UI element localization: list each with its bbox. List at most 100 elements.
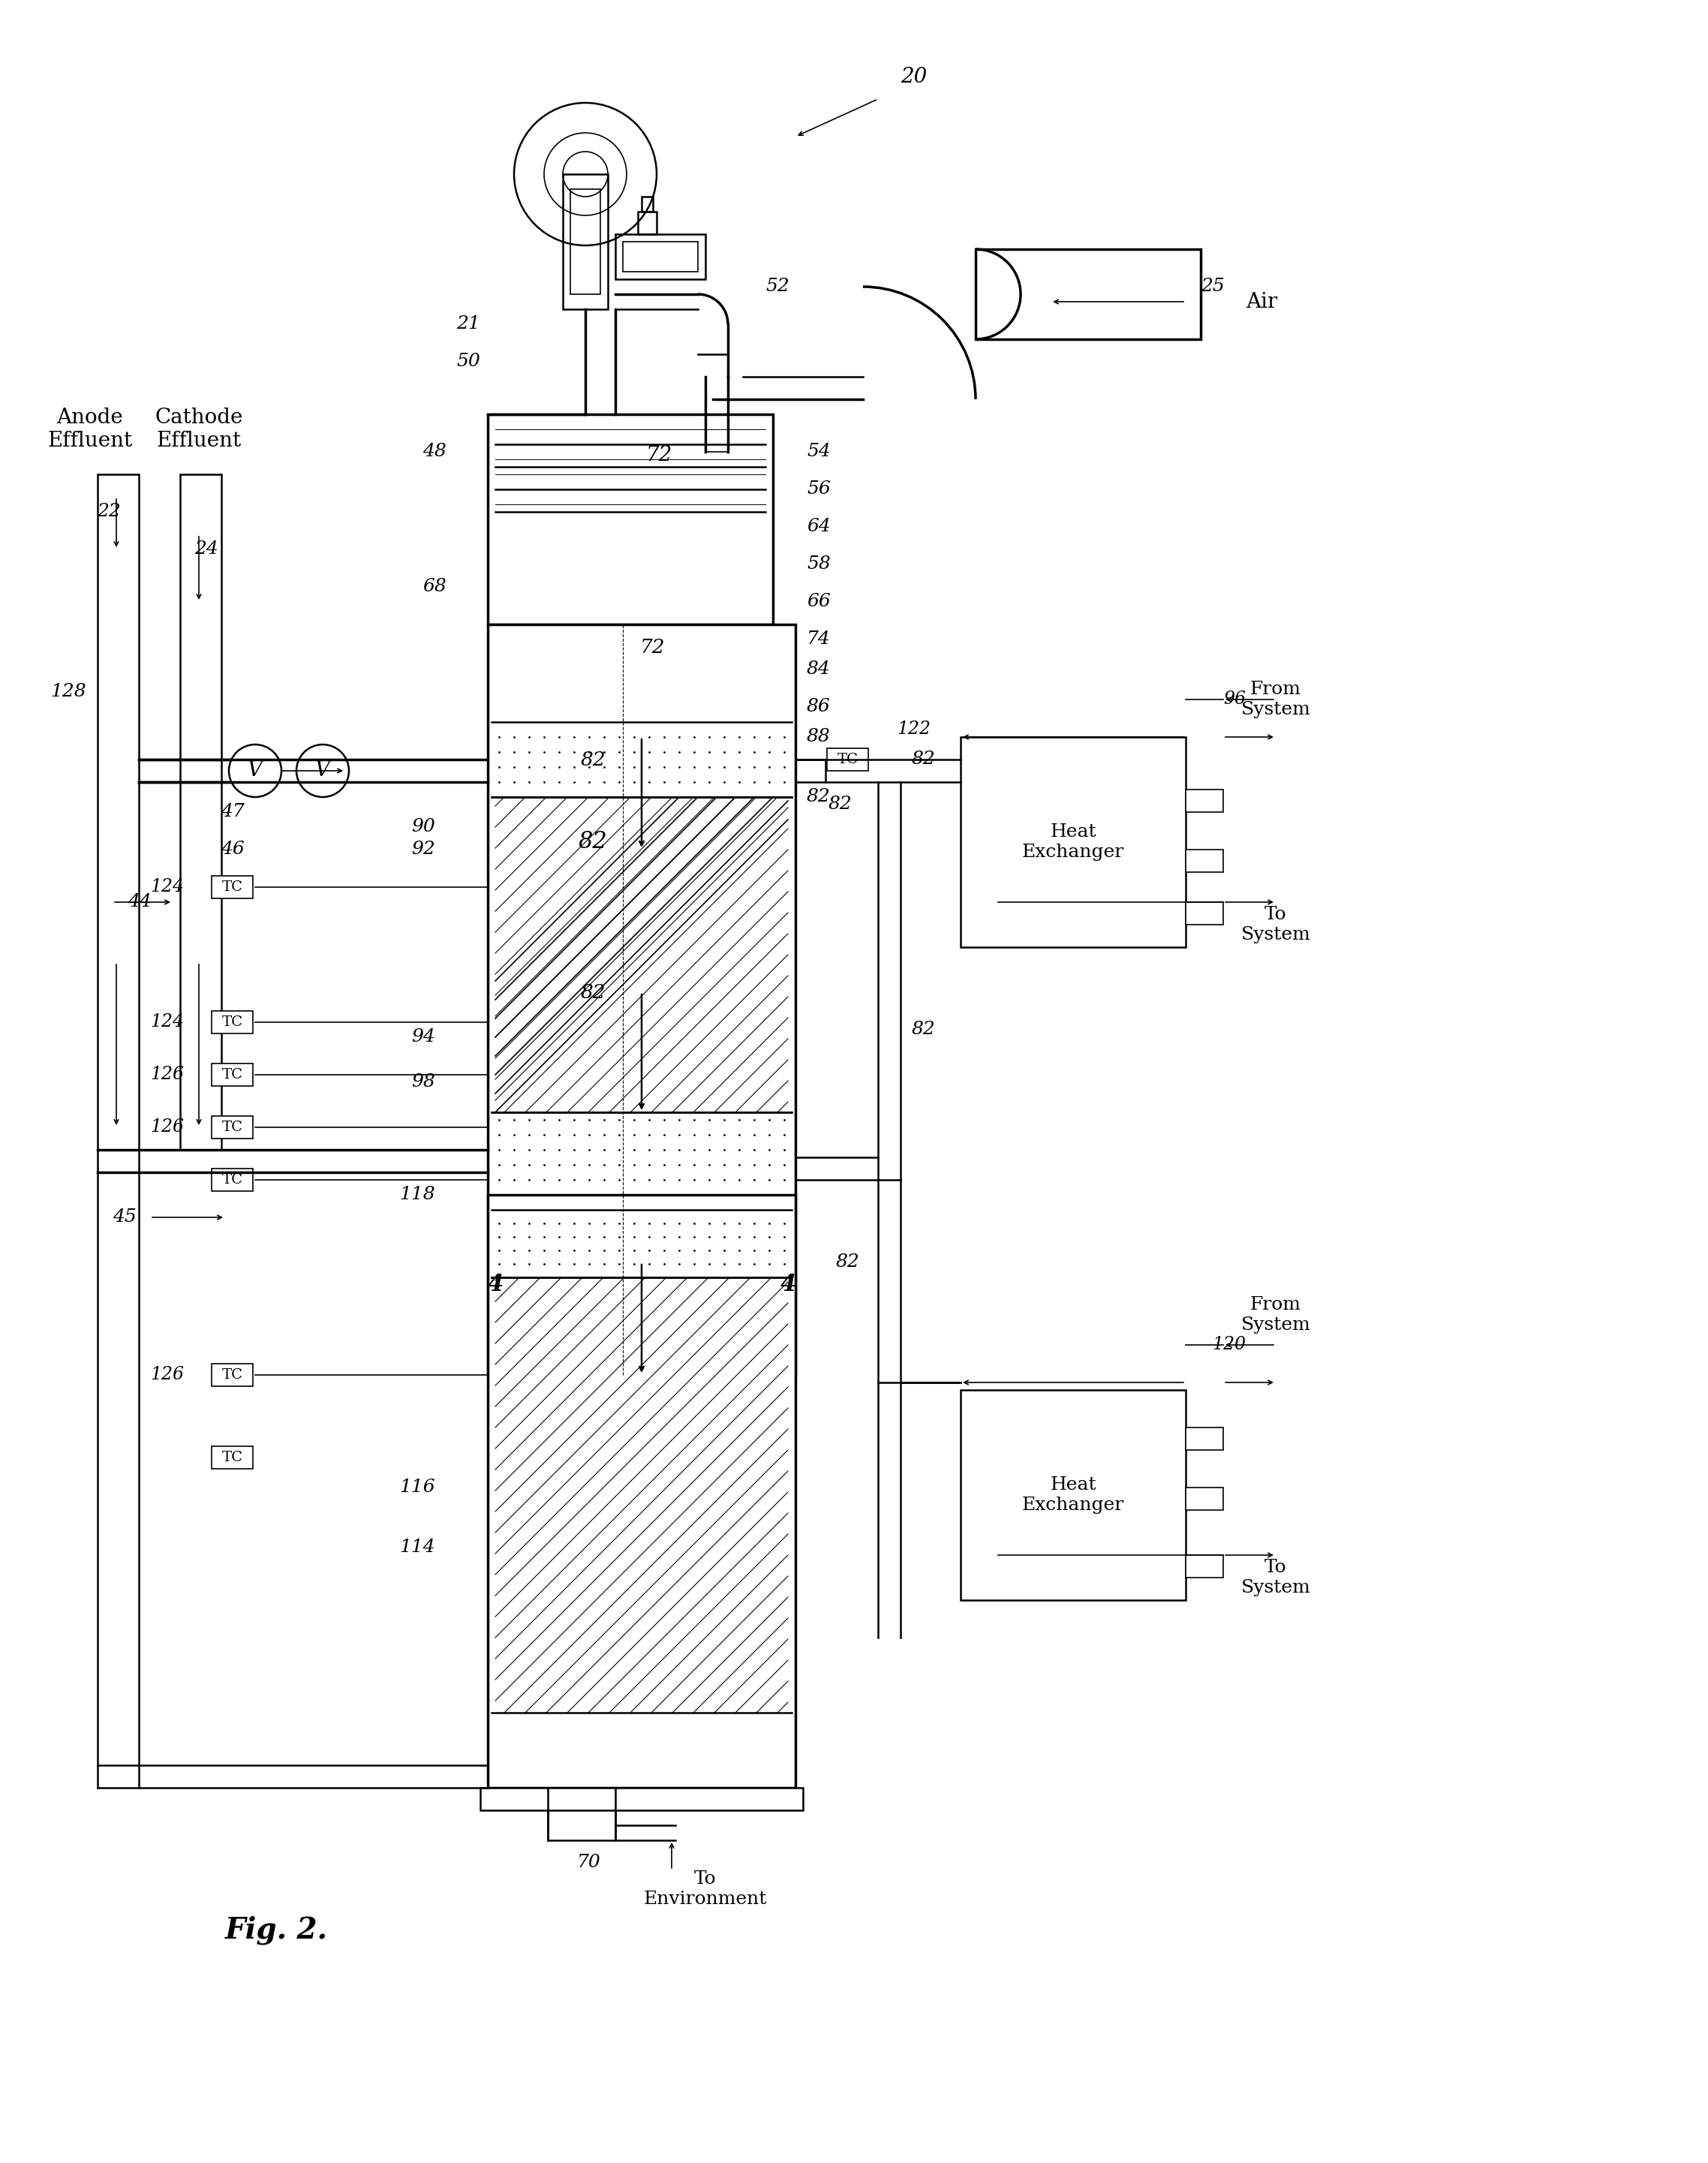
Text: 88: 88 — [806, 729, 830, 746]
Text: 82: 82 — [912, 751, 936, 768]
Bar — [179, 474, 222, 1151]
Text: 124: 124 — [150, 1014, 184, 1032]
Text: 82: 82 — [828, 796, 852, 813]
Text: TC: TC — [222, 1120, 243, 1133]
Text: Cathode
Effluent: Cathode Effluent — [155, 407, 243, 452]
Bar — [564, 173, 608, 309]
Text: 4: 4 — [781, 1274, 796, 1296]
Text: 92: 92 — [412, 841, 436, 859]
Bar — [212, 1064, 253, 1086]
Bar — [1185, 1428, 1223, 1449]
Text: 128: 128 — [51, 684, 87, 701]
Bar — [212, 876, 253, 898]
Bar — [960, 1391, 1185, 1601]
Text: Heat
Exchanger: Heat Exchanger — [1021, 824, 1124, 861]
Text: TC: TC — [222, 880, 243, 893]
Bar — [212, 1010, 253, 1034]
Text: To
System: To System — [1242, 1560, 1310, 1596]
Text: 84: 84 — [806, 662, 830, 677]
Text: 96: 96 — [1223, 690, 1245, 707]
Text: V: V — [316, 761, 330, 781]
Bar — [97, 474, 138, 1151]
Text: 45: 45 — [113, 1209, 137, 1226]
Text: 22: 22 — [97, 504, 121, 521]
Text: 47: 47 — [220, 802, 244, 820]
Text: 20: 20 — [900, 67, 927, 87]
Text: V: V — [248, 761, 263, 781]
Text: 98: 98 — [412, 1073, 436, 1090]
Text: 74: 74 — [806, 632, 830, 649]
Text: 64: 64 — [806, 519, 830, 536]
Text: To
System: To System — [1242, 906, 1310, 943]
Bar — [623, 242, 699, 273]
Text: TC: TC — [222, 1014, 243, 1030]
Text: 82: 82 — [837, 1255, 859, 1272]
Bar — [642, 197, 652, 212]
Text: Heat
Exchanger: Heat Exchanger — [1021, 1477, 1124, 1514]
Text: 46: 46 — [220, 841, 244, 859]
Text: 126: 126 — [150, 1066, 184, 1084]
Text: From
System: From System — [1242, 1296, 1310, 1335]
Bar — [570, 188, 600, 294]
Text: 48: 48 — [422, 443, 446, 461]
Text: 21: 21 — [456, 316, 480, 333]
Text: From
System: From System — [1242, 681, 1310, 718]
Bar — [488, 625, 796, 1376]
Bar — [1185, 902, 1223, 924]
Bar — [1185, 789, 1223, 811]
Text: 114: 114 — [400, 1538, 436, 1555]
Text: TC: TC — [222, 1451, 243, 1464]
Text: 82: 82 — [806, 789, 830, 805]
Bar — [1185, 1488, 1223, 1510]
Bar — [960, 738, 1185, 947]
Text: To
Environment: To Environment — [644, 1871, 767, 1908]
Text: Fig. 2.: Fig. 2. — [225, 1916, 328, 1945]
Text: 120: 120 — [1213, 1337, 1245, 1354]
Bar — [212, 1116, 253, 1138]
Text: 66: 66 — [806, 593, 830, 610]
Text: 70: 70 — [577, 1854, 601, 1871]
Text: 124: 124 — [150, 878, 184, 895]
Text: 116: 116 — [400, 1479, 436, 1497]
Text: 68: 68 — [422, 578, 446, 595]
Text: 72: 72 — [640, 638, 666, 655]
Text: Anode
Effluent: Anode Effluent — [48, 407, 133, 452]
Text: 72: 72 — [646, 446, 673, 465]
Text: TC: TC — [222, 1172, 243, 1187]
Circle shape — [229, 744, 282, 796]
Text: 44: 44 — [128, 893, 152, 911]
Bar — [615, 234, 705, 279]
Circle shape — [297, 744, 348, 796]
Text: 126: 126 — [150, 1367, 184, 1384]
Text: TC: TC — [222, 1069, 243, 1082]
Text: 56: 56 — [806, 480, 830, 497]
Text: 122: 122 — [897, 720, 931, 738]
Text: Air: Air — [1245, 292, 1278, 311]
Bar — [212, 1447, 253, 1469]
Text: 52: 52 — [765, 279, 789, 296]
Text: 4: 4 — [487, 1274, 504, 1296]
Text: 54: 54 — [806, 443, 830, 461]
Text: 126: 126 — [150, 1118, 184, 1136]
Bar — [637, 212, 656, 234]
Text: 82: 82 — [579, 831, 608, 854]
Bar — [480, 1789, 803, 1810]
Text: 58: 58 — [806, 556, 830, 573]
Bar — [488, 1194, 796, 1789]
Text: 82: 82 — [912, 1021, 936, 1038]
Text: 82: 82 — [581, 982, 605, 1001]
Text: 86: 86 — [806, 699, 830, 716]
Bar — [1185, 1555, 1223, 1577]
Bar — [212, 1363, 253, 1386]
Text: 24: 24 — [195, 541, 219, 558]
Text: 90: 90 — [412, 818, 436, 835]
Bar — [1185, 850, 1223, 872]
Text: 82: 82 — [581, 751, 605, 768]
Text: 118: 118 — [400, 1185, 436, 1203]
Text: 94: 94 — [412, 1030, 436, 1047]
Bar — [548, 1789, 615, 1841]
Bar — [212, 1168, 253, 1192]
Text: TC: TC — [837, 753, 859, 766]
Text: 50: 50 — [456, 353, 480, 370]
Bar — [827, 748, 869, 770]
